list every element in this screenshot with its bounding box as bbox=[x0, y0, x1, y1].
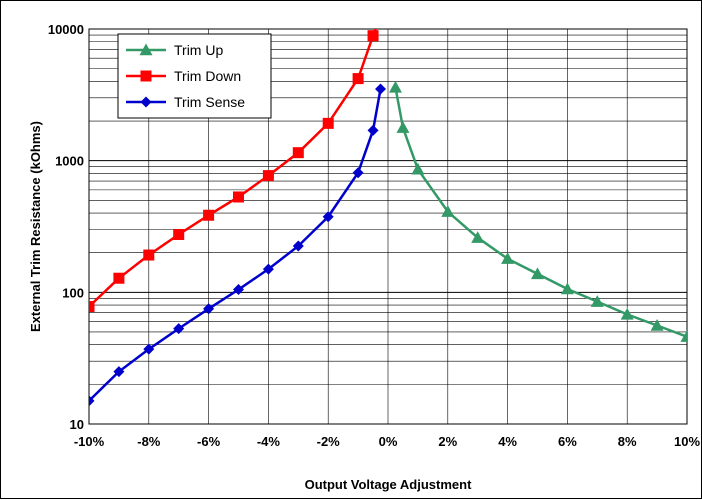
trim-up-point bbox=[396, 121, 410, 133]
x-tick-label: -8% bbox=[137, 434, 161, 449]
legend: Trim Up Trim Down Trim Sense bbox=[117, 33, 272, 119]
trim-up-point bbox=[650, 318, 664, 331]
trim-down-point bbox=[367, 30, 379, 42]
x-tick-label: 0% bbox=[379, 434, 398, 449]
x-tick-label: 4% bbox=[498, 434, 517, 449]
trim-up-point bbox=[680, 330, 687, 342]
x-tick-label: -4% bbox=[257, 434, 281, 449]
trim-sense-point bbox=[173, 323, 185, 335]
trim-up-point bbox=[560, 282, 574, 295]
trim-up-point bbox=[471, 231, 485, 243]
legend-swatch-marker bbox=[140, 70, 152, 82]
y-tick-label: 1000 bbox=[55, 154, 84, 169]
trim-sense-point bbox=[367, 124, 379, 136]
trim-up-line bbox=[394, 87, 687, 338]
trim-up-series bbox=[388, 80, 687, 342]
x-tick-label: -10% bbox=[74, 434, 105, 449]
plot-border bbox=[88, 28, 688, 425]
legend-swatch-marker bbox=[140, 96, 152, 108]
trim-down-point bbox=[262, 170, 274, 182]
y-tick-label: 10000 bbox=[48, 22, 84, 37]
trim-up-point bbox=[441, 205, 455, 217]
trim-down-point bbox=[203, 209, 215, 221]
trim-up-point bbox=[501, 252, 515, 264]
trim-sense-point bbox=[143, 343, 155, 355]
trim-down-point bbox=[322, 117, 334, 129]
trim-up-point bbox=[411, 162, 425, 175]
trim-down-point bbox=[173, 228, 185, 240]
trim-up-point bbox=[620, 307, 634, 320]
x-tick-label: 10% bbox=[674, 434, 700, 449]
x-tick-label: -6% bbox=[197, 434, 221, 449]
y-tick-label: 10 bbox=[70, 417, 84, 432]
x-tick-label: 6% bbox=[558, 434, 577, 449]
grid-lines bbox=[88, 29, 688, 425]
trim-down-series bbox=[89, 29, 379, 313]
trim-down-point bbox=[113, 272, 125, 284]
trim-up-point bbox=[388, 80, 402, 93]
trim-sense-point bbox=[113, 366, 125, 378]
trim-sense-line bbox=[89, 88, 382, 402]
trim-sense-point bbox=[89, 395, 95, 407]
trim-down-point bbox=[143, 249, 155, 261]
legend-label-trim-up: Trim Up bbox=[174, 42, 223, 58]
legend-swatch-marker bbox=[139, 43, 153, 56]
trim-down-point bbox=[352, 73, 364, 85]
legend-label-trim-down: Trim Down bbox=[174, 68, 241, 84]
trim-up-point bbox=[590, 295, 604, 307]
trim-down-point bbox=[292, 147, 304, 159]
trim-sense-point bbox=[203, 303, 215, 315]
trim-sense-point bbox=[292, 240, 304, 252]
trim-sense-point bbox=[233, 284, 244, 296]
y-axis-label: External Trim Resistance (kOhms) bbox=[28, 121, 43, 332]
x-tick-label: -2% bbox=[317, 434, 341, 449]
legend-label-trim-sense: Trim Sense bbox=[174, 94, 245, 110]
trim-sense-point bbox=[352, 167, 364, 179]
y-tick-label: 100 bbox=[62, 285, 84, 300]
trim-down-point bbox=[89, 301, 95, 313]
series-layer bbox=[89, 29, 687, 407]
x-tick-label: 2% bbox=[438, 434, 457, 449]
trim-up-point bbox=[531, 267, 544, 280]
trim-sense-point bbox=[375, 83, 387, 95]
tick-labels: -10% -8% -6% -4% -2% 0% 2% 4% 6% 8% 10% 10 100 1000 10… bbox=[48, 22, 701, 449]
x-tick-label: 8% bbox=[618, 434, 637, 449]
trim-down-point bbox=[233, 191, 244, 203]
trim-sense-series bbox=[89, 83, 387, 407]
trim-sense-point bbox=[262, 263, 274, 275]
x-axis-label: Output Voltage Adjustment bbox=[305, 477, 472, 492]
trim-sense-point bbox=[322, 211, 334, 223]
